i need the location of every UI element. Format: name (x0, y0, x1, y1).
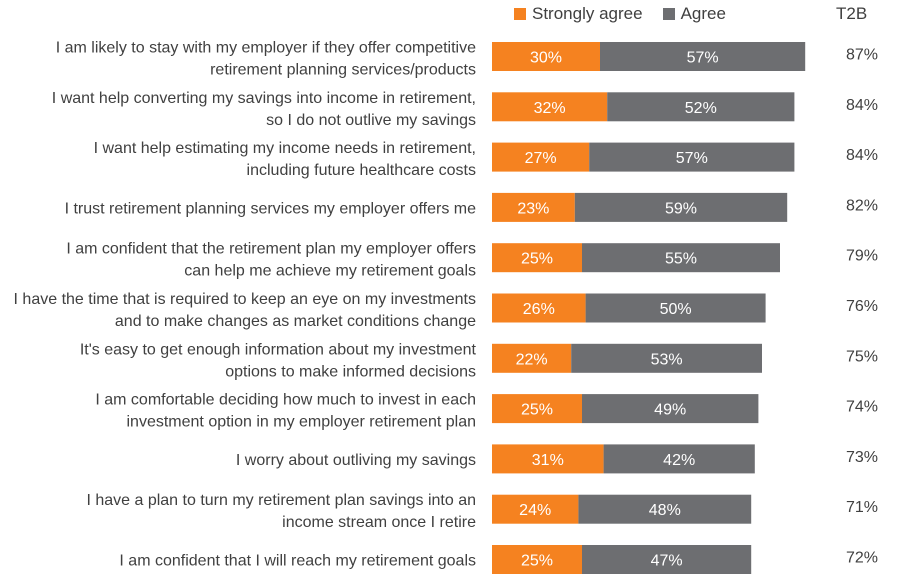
bar-agree (582, 243, 780, 273)
legend: Strongly agree Agree (514, 4, 746, 24)
data-label-strongly-agree: 22% (516, 351, 548, 368)
data-label-agree: 48% (649, 502, 681, 519)
data-label-strongly-agree: 24% (519, 502, 551, 519)
t2b-value: 75% (846, 348, 878, 365)
bar-strongly-agree (492, 192, 575, 222)
data-label-agree: 59% (665, 200, 697, 217)
bar-strongly-agree (492, 394, 582, 424)
data-label-agree: 42% (663, 452, 695, 469)
bar-strongly-agree (492, 142, 590, 172)
bar-agree (574, 192, 788, 222)
data-label-strongly-agree: 26% (523, 301, 555, 318)
data-label-agree: 52% (685, 100, 717, 117)
legend-swatch-agree (662, 8, 675, 20)
t2b-value: 84% (846, 97, 878, 114)
bar-agree (589, 142, 795, 172)
data-label-agree: 53% (651, 351, 683, 368)
data-label-strongly-agree: 27% (525, 150, 557, 167)
data-label-agree: 57% (676, 150, 708, 167)
legend-item-strongly-agree: Strongly agree (514, 4, 643, 24)
t2b-value: 87% (846, 47, 878, 64)
legend-item-agree: Agree (662, 4, 726, 24)
data-label-agree: 50% (660, 301, 692, 318)
category-label: I am confident that the retirement plan … (66, 241, 476, 280)
data-label-agree: 55% (665, 251, 697, 268)
category-label: I want help converting my savings into i… (52, 90, 476, 129)
bar-agree (607, 92, 795, 122)
category-label: I worry about outliving my savings (236, 452, 476, 469)
legend-swatch-strongly-agree (514, 8, 526, 20)
data-label-strongly-agree: 32% (534, 100, 566, 117)
bar-strongly-agree (492, 444, 604, 474)
t2b-header: T2B (836, 4, 868, 23)
bar-agree (600, 42, 806, 71)
bar-agree (603, 444, 755, 474)
category-label: It's easy to get enough information abou… (80, 341, 477, 380)
data-label-strongly-agree: 25% (521, 553, 553, 570)
data-label-agree: 47% (651, 553, 683, 570)
t2b-value: 74% (846, 399, 878, 416)
data-label-strongly-agree: 25% (521, 251, 553, 268)
t2b-value: 73% (846, 449, 878, 466)
t2b-value: 82% (846, 197, 878, 214)
bar-strongly-agree (492, 545, 582, 574)
bar-strongly-agree (492, 293, 586, 323)
bar-strongly-agree (492, 343, 572, 373)
data-label-strongly-agree: 25% (521, 402, 553, 419)
bar-strongly-agree (492, 243, 582, 273)
bar-agree (582, 394, 759, 424)
bar-agree (585, 293, 766, 323)
legend-label-strongly-agree: Strongly agree (532, 4, 643, 23)
data-label-strongly-agree: 31% (532, 452, 564, 469)
t2b-value: 72% (846, 550, 878, 567)
category-label: I trust retirement planning services my … (65, 200, 477, 217)
bar-agree (578, 494, 752, 524)
data-label-strongly-agree: 30% (530, 50, 562, 67)
data-label-agree: 57% (687, 50, 719, 67)
category-label: I have a plan to turn my retirement plan… (86, 492, 476, 531)
category-label: I have the time that is required to keep… (14, 291, 477, 330)
data-label-strongly-agree: 23% (517, 200, 549, 217)
category-label: I want help estimating my income needs i… (94, 140, 476, 179)
t2b-value: 71% (846, 499, 878, 516)
category-label: I am comfortable deciding how much to in… (95, 392, 476, 431)
category-label: I am confident that I will reach my reti… (119, 553, 476, 570)
bar-strongly-agree (492, 92, 608, 122)
t2b-value: 79% (846, 248, 878, 265)
bar-strongly-agree (492, 42, 600, 71)
t2b-value: 76% (846, 298, 878, 315)
bar-strongly-agree (492, 494, 579, 524)
legend-label-agree: Agree (680, 4, 726, 23)
bar-agree (571, 343, 762, 373)
bar-agree (582, 545, 752, 574)
category-label: I am likely to stay with my employer if … (56, 40, 476, 79)
t2b-value: 84% (846, 147, 878, 164)
data-label-agree: 49% (654, 402, 686, 419)
